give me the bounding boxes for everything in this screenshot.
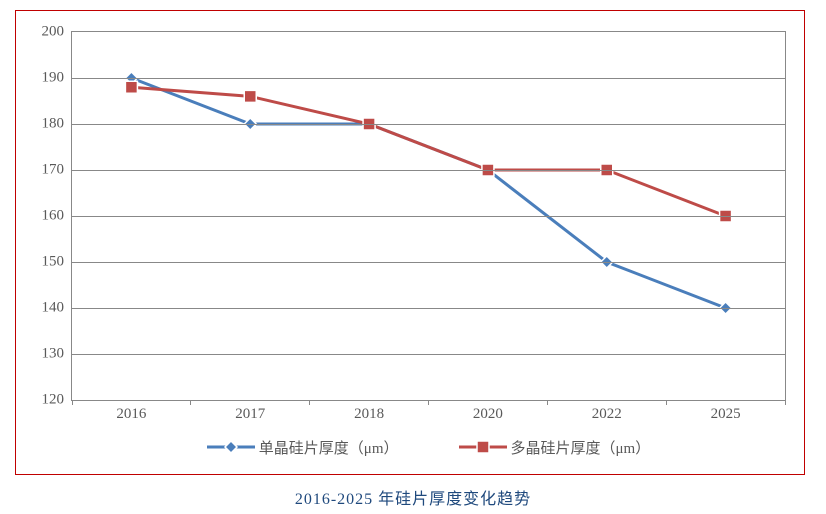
legend-label: 单晶硅片厚度（μm） (259, 437, 399, 458)
y-tick-label: 190 (42, 70, 65, 87)
legend-item: 多晶硅片厚度（μm） (459, 437, 651, 458)
x-tick-mark (190, 400, 191, 405)
x-tick-mark (309, 400, 310, 405)
x-tick-mark (72, 400, 73, 405)
x-tick-label: 2018 (354, 406, 384, 423)
chart-caption: 2016-2025 年硅片厚度变化趋势 (0, 485, 826, 509)
gridline (72, 354, 785, 355)
gridline (72, 308, 785, 309)
x-tick-label: 2025 (711, 406, 741, 423)
x-tick-label: 2020 (473, 406, 503, 423)
plot-area: 1201301401501601701801902002016201720182… (71, 31, 786, 401)
x-tick-mark (785, 400, 786, 405)
x-tick-label: 2022 (592, 406, 622, 423)
y-tick-label: 140 (42, 300, 65, 317)
y-tick-label: 160 (42, 208, 65, 225)
legend-label: 多晶硅片厚度（μm） (511, 437, 651, 458)
chart-wrapper: 120 130 140 150 160 170 180 190 200 2016 2017 2018 2… (0, 0, 826, 514)
square-marker (244, 90, 256, 102)
gridline (72, 124, 785, 125)
x-tick-mark (547, 400, 548, 405)
gridline (72, 262, 785, 263)
gridline (72, 78, 785, 79)
x-tick-label: 2016 (116, 406, 146, 423)
series-line (131, 87, 725, 216)
legend: 单晶硅片厚度（μm） 多晶硅片厚度（μm） (71, 432, 786, 462)
y-tick-label: 130 (42, 346, 65, 363)
square-marker (125, 81, 137, 93)
x-tick-label: 2017 (235, 406, 265, 423)
y-tick-label: 180 (42, 116, 65, 133)
y-tick-label: 150 (42, 254, 65, 271)
chart-container: 120 130 140 150 160 170 180 190 200 2016 2017 2018 2… (15, 10, 805, 475)
y-tick-label: 170 (42, 162, 65, 179)
y-tick-label: 200 (42, 24, 65, 41)
gridline (72, 170, 785, 171)
series-line (131, 78, 725, 308)
x-tick-mark (666, 400, 667, 405)
legend-item: 单晶硅片厚度（μm） (207, 437, 399, 458)
y-tick-label: 120 (42, 392, 65, 409)
legend-swatch (207, 438, 255, 456)
x-tick-mark (428, 400, 429, 405)
gridline (72, 216, 785, 217)
legend-swatch (459, 438, 507, 456)
